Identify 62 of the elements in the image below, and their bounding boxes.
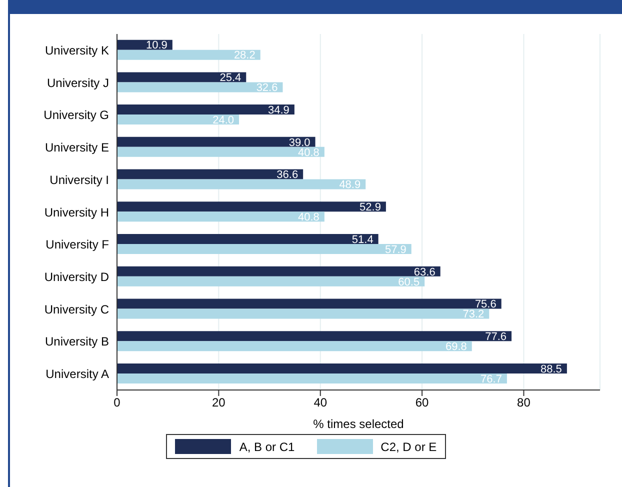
data-label: 60.5 — [398, 276, 420, 288]
data-label: 77.6 — [485, 331, 507, 344]
bar — [117, 72, 246, 82]
data-label: 24.0 — [212, 114, 234, 126]
bar — [117, 373, 507, 384]
legend-label: A, B or C1 — [239, 440, 295, 454]
bar — [117, 298, 502, 309]
y-tick-label: University H — [44, 205, 109, 220]
y-tick-label: University F — [46, 238, 109, 252]
bar — [117, 202, 386, 212]
bar — [117, 179, 366, 190]
data-label: 69.8 — [445, 341, 467, 354]
data-label: 76.7 — [480, 373, 502, 386]
y-tick-label: University K — [44, 43, 109, 58]
data-label: 32.6 — [256, 82, 278, 94]
bar — [117, 136, 316, 147]
data-label: 48.9 — [339, 179, 361, 192]
data-label: 25.4 — [220, 72, 242, 84]
x-tick-label: 60 — [415, 396, 430, 410]
data-label: 75.6 — [474, 298, 496, 311]
x-tick-label: 20 — [212, 396, 226, 410]
bar — [117, 114, 240, 125]
y-tick-label: University A — [46, 367, 109, 382]
data-label: 34.9 — [268, 104, 290, 116]
data-label: 28.2 — [234, 50, 256, 62]
y-tick-label: University B — [44, 334, 109, 349]
bar — [117, 234, 378, 244]
y-tick-label: University E — [44, 140, 109, 155]
x-tick-label: 40 — [314, 396, 328, 410]
y-tick-label: University C — [44, 302, 110, 316]
x-tick-label: 0 — [114, 396, 121, 410]
bar — [117, 341, 472, 352]
bar — [117, 82, 283, 92]
data-label: 73.2 — [462, 308, 484, 321]
data-label: 39.0 — [288, 136, 310, 149]
data-label: 40.8 — [298, 212, 320, 224]
y-tick-label: University J — [46, 76, 109, 90]
legend-label: C2, D or E — [380, 440, 437, 454]
bar — [117, 276, 425, 286]
data-label: 52.9 — [360, 202, 381, 214]
bar — [117, 169, 304, 180]
bar — [117, 308, 490, 319]
x-axis-title: % times selected — [313, 417, 404, 431]
y-tick-label: University D — [44, 270, 110, 284]
data-label: 40.8 — [298, 146, 320, 159]
bar — [117, 266, 440, 276]
data-label: 10.9 — [146, 40, 168, 52]
bar — [117, 212, 324, 222]
y-tick-label: University I — [50, 172, 109, 187]
data-label: 36.6 — [276, 169, 298, 182]
bar — [117, 331, 512, 342]
bar — [117, 363, 567, 374]
bar — [117, 244, 412, 254]
x-tick-label: 80 — [517, 396, 531, 410]
bar — [117, 50, 260, 60]
bar — [117, 104, 294, 115]
data-label: 51.4 — [352, 234, 374, 246]
bar — [117, 146, 324, 157]
data-label: 88.5 — [540, 363, 562, 376]
y-tick-label: University G — [44, 108, 109, 122]
data-label: 57.9 — [384, 244, 406, 256]
data-label: 63.6 — [414, 266, 436, 278]
